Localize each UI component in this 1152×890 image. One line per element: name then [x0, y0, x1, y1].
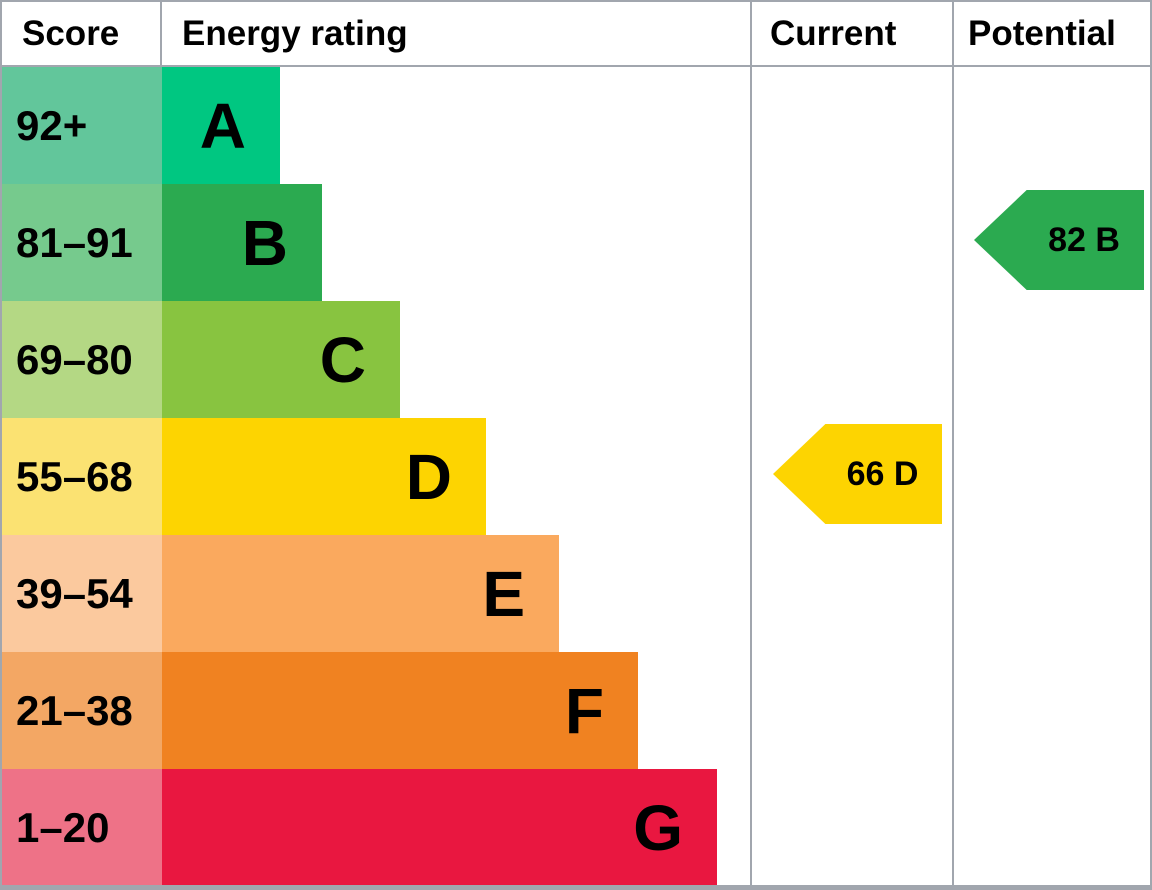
potential-marker-label: 82 B [1048, 220, 1120, 259]
band-row-c: 69–80 C [2, 301, 1150, 418]
band-letter-e: E [482, 557, 525, 630]
band-letter-d: D [405, 440, 452, 513]
score-range-d: 55–68 [2, 418, 162, 535]
band-bar-f: F [162, 652, 638, 769]
score-range-c: 69–80 [2, 301, 162, 418]
band-bar-c: C [162, 301, 400, 418]
band-bar-d: D [162, 418, 486, 535]
current-column-header: Current [770, 14, 897, 53]
score-range-f: 21–38 [2, 652, 162, 769]
potential-column-divider [952, 2, 954, 885]
band-row-b: 81–91 B [2, 184, 1150, 301]
band-row-a: 92+ A [2, 67, 1150, 184]
score-range-a: 92+ [2, 67, 162, 184]
band-letter-g: G [633, 791, 683, 864]
band-bar-e: E [162, 535, 559, 652]
band-bar-b: B [162, 184, 322, 301]
band-row-g: 1–20 G [2, 769, 1150, 885]
current-marker-label: 66 D [846, 454, 919, 493]
band-letter-f: F [564, 674, 604, 747]
score-range-b: 81–91 [2, 184, 162, 301]
band-letter-b: B [241, 206, 288, 279]
score-column-header: Score [2, 2, 162, 65]
chart-header: Score Energy rating Current Potential [2, 2, 1150, 67]
band-row-f: 21–38 F [2, 652, 1150, 769]
band-rows: 92+ A 81–91 B 69–80 C 55–68 D 39–54 E 21… [2, 67, 1150, 885]
current-column-divider [750, 2, 752, 885]
band-row-e: 39–54 E [2, 535, 1150, 652]
band-letter-a: A [199, 89, 246, 162]
band-bar-a: A [162, 67, 280, 184]
score-range-e: 39–54 [2, 535, 162, 652]
band-bar-g: G [162, 769, 717, 885]
band-row-d: 55–68 D [2, 418, 1150, 535]
energy-rating-column-header: Energy rating [182, 14, 408, 53]
band-letter-c: C [319, 323, 366, 396]
potential-column-header: Potential [968, 14, 1116, 53]
score-range-g: 1–20 [2, 769, 162, 885]
